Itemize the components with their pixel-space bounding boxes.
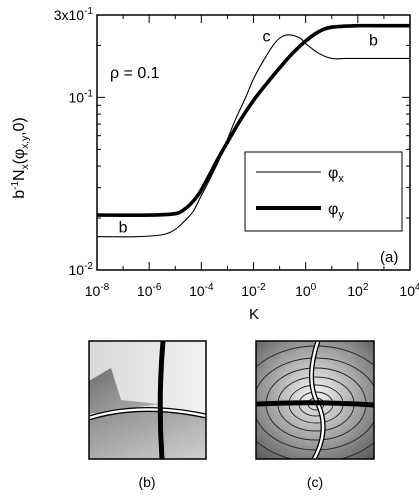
series-layer	[96, 23, 410, 238]
subpanel-b-lower-region	[89, 409, 206, 459]
y-tick-label: 10-1	[69, 88, 94, 105]
curve-labels: b c b	[119, 29, 378, 237]
curve-label-c: c	[263, 29, 271, 46]
rho-annotation: ρ = 0.1	[110, 65, 160, 82]
y-tick-label: 3x10-1	[54, 6, 94, 23]
x-tick-label: 10-6	[137, 282, 162, 299]
legend-label-phi-x: φx	[328, 165, 344, 185]
subpanel-c-label: (c)	[307, 474, 323, 490]
subpanel-b-dark-wedge	[89, 368, 160, 414]
x-tick-label: 10-8	[85, 282, 110, 299]
subpanel-c-frame	[255, 340, 375, 460]
x-tick-label: 102	[347, 282, 369, 299]
subpanel-b-label: (b)	[138, 474, 155, 490]
x-tick-label: 104	[399, 282, 419, 299]
subpanel-b-thin-curve-core	[89, 408, 206, 420]
subpanel-b-frame	[88, 340, 207, 460]
legend-box	[244, 151, 403, 232]
panel-label-a: (a)	[380, 249, 398, 266]
subpanel-b-thick-curve	[157, 341, 166, 459]
x-tick-label: 100	[295, 282, 317, 299]
tick-marks	[96, 14, 411, 271]
main-chart: b-1Nx(φx,y,0) 10-8 10-6 10-4 10-2 100 102 1041…	[10, 6, 419, 323]
subpanel-c: (c)	[255, 340, 375, 490]
x-axis-label: K	[249, 306, 259, 323]
series-line-phi-y	[96, 23, 410, 217]
x-tick-label: 10-4	[189, 282, 214, 299]
x-tick-label: 10-2	[241, 282, 266, 299]
subpanel-b: (b)	[88, 340, 207, 490]
legend-label-phi-y: φy	[328, 201, 344, 221]
y-tick-label: 10-2	[69, 261, 94, 278]
curve-label-b: b	[119, 219, 128, 236]
plot-frame	[96, 14, 411, 271]
subpanel-c-thick-curve	[256, 400, 374, 408]
series-line-phi-x	[96, 34, 410, 238]
legend: φx φy	[244, 151, 403, 232]
curve-label-b: b	[369, 32, 378, 49]
y-axis-label: b-1Nx(φx,y,0)	[10, 117, 31, 199]
tick-labels: 10-8 10-6 10-4 10-2 100 102 104 10-2 10-1 3x10-1	[54, 6, 419, 299]
